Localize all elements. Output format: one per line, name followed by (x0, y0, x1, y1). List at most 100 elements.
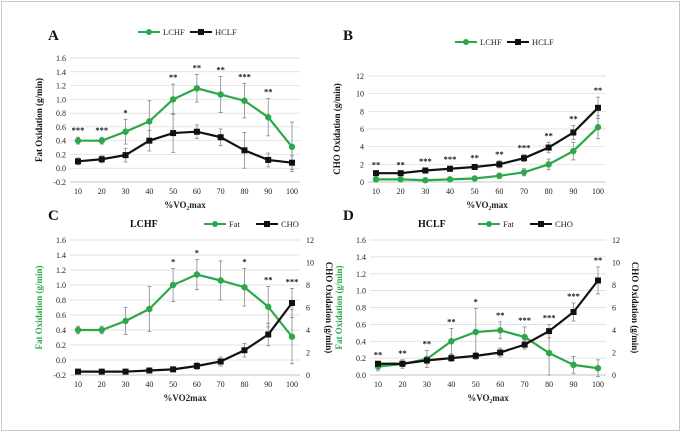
data-point (521, 333, 528, 341)
y-tick-label: 1.4 (356, 253, 366, 262)
data-point (397, 176, 404, 183)
data-point (241, 97, 248, 104)
data-point (265, 303, 272, 310)
right-axis: 0 2 4 6 8 10 12 CHO Oxidation (g/min) (612, 236, 640, 380)
series-line (78, 87, 293, 148)
y-tick-label: -0.2 (53, 371, 66, 380)
legend-label: CHO (555, 219, 573, 229)
data-point (397, 170, 404, 177)
y-tick-label: 10 (356, 90, 364, 99)
x-tick-label: 20 (98, 380, 106, 389)
x-tick-label: 30 (122, 380, 130, 389)
data-point (471, 163, 478, 170)
y-tick-label: 1.2 (56, 82, 66, 91)
x-tick-label: 20 (98, 187, 106, 196)
data-point (447, 165, 453, 172)
data-point (74, 137, 82, 144)
x-tick-label: 90 (570, 380, 578, 389)
y-tick-label: 12 (356, 72, 364, 81)
legend-marker (212, 221, 218, 227)
x-tick-label: 20 (397, 187, 405, 196)
significance-label: ** (594, 85, 603, 95)
legend-label: CHO (281, 219, 299, 229)
significance-label: *** (95, 125, 108, 135)
data-point (217, 358, 224, 365)
y-axis-label: CHO Oxidation (g/min) (332, 83, 342, 175)
significance-label: *** (543, 312, 556, 322)
legend-label: LCHF (163, 27, 185, 37)
data-point (146, 367, 153, 374)
x-tick-label: 70 (520, 187, 528, 196)
y-tick-label: 0.6 (356, 320, 366, 329)
x-tick-label: 20 (398, 380, 406, 389)
x-tick-label: 40 (145, 380, 153, 389)
significance-annotations: ** ** *** *** ** *********** (372, 85, 603, 169)
y-tick-label: 1.6 (356, 236, 366, 245)
data-point (545, 161, 552, 168)
data-point (241, 284, 248, 291)
significance-label: ** (495, 149, 504, 159)
x-tick-label: 50 (169, 380, 177, 389)
data-point (372, 176, 380, 183)
series-fat (74, 259, 296, 365)
x-tick-label: 60 (496, 380, 504, 389)
y2-tick-label: 4 (612, 326, 616, 335)
x-tick-label: 80 (545, 380, 553, 389)
data-point (146, 305, 153, 313)
series-cho (375, 266, 601, 367)
legend: Fat CHO (204, 219, 299, 229)
data-point (122, 368, 129, 375)
data-point (521, 341, 528, 348)
y2-tick-label: 8 (612, 281, 616, 290)
x-tick-label: 40 (446, 187, 454, 196)
y2-tick-label: 12 (306, 236, 314, 245)
x-tick-label: 30 (122, 187, 130, 196)
panel-letter: D (343, 208, 354, 224)
panel-title: HCLF (418, 219, 446, 230)
significance-label: * (195, 248, 199, 258)
x-tick-label: 50 (169, 187, 177, 196)
panel-title: LCHF (130, 219, 158, 230)
significance-label: ** (372, 159, 381, 169)
y-tick-label: 0.4 (56, 326, 66, 335)
significance-label: ** (264, 275, 273, 285)
data-point (422, 167, 429, 174)
data-point (472, 328, 479, 336)
y-tick-label: 2 (360, 160, 364, 169)
y-tick-label: 1.4 (56, 68, 66, 77)
y-tick-label: 0.6 (56, 123, 66, 132)
significance-label: ** (544, 130, 553, 140)
data-point (471, 175, 478, 182)
data-point (265, 331, 272, 338)
y-tick-label: 0 (360, 178, 364, 187)
y2-tick-label: 6 (306, 304, 310, 313)
data-point (217, 134, 224, 141)
panel-a: A LCHF HCLF -0.2 0.0 0.2 0.4 0.6 0.8 1.0 1.2 1.4 1.6… (34, 27, 300, 210)
x-tick-label: 60 (193, 380, 201, 389)
x-axis: 10 20 30 40 50 60 70 80 90 100 (74, 380, 298, 389)
x-axis: 10 20 30 40 50 60 70 80 90 100 (372, 187, 604, 196)
x-tick-label: 10 (74, 187, 82, 196)
data-point (289, 300, 295, 306)
data-point (146, 137, 153, 144)
panel-letter: B (343, 28, 353, 44)
x-axis-label: %VO₂max (164, 200, 206, 210)
y2-axis-label: CHO Oxidation (g/min) (630, 262, 640, 354)
data-point (193, 85, 201, 92)
series-line (378, 279, 599, 365)
data-point (170, 130, 177, 137)
data-point (241, 347, 248, 354)
x-tick-label: 90 (264, 187, 272, 196)
series-line (78, 273, 293, 338)
x-tick-label: 100 (286, 187, 298, 196)
significance-label: * (171, 257, 175, 267)
x-tick-label: 100 (592, 380, 604, 389)
data-point (399, 360, 406, 367)
data-point (496, 172, 503, 180)
data-point (74, 326, 82, 334)
data-point (122, 317, 129, 325)
data-point (570, 361, 577, 369)
data-point (288, 333, 296, 340)
data-point (497, 349, 504, 356)
